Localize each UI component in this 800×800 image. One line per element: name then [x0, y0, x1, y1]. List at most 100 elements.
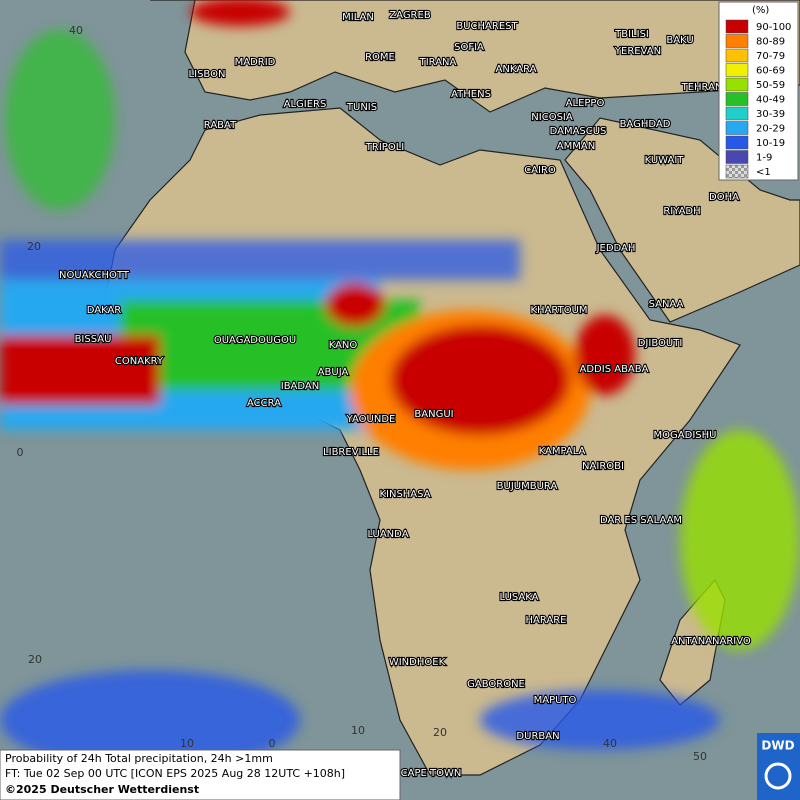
city-label: SANAA — [649, 299, 684, 310]
grid-label: 40 — [603, 737, 617, 750]
grid-label: 50 — [693, 750, 707, 763]
grid-labels: 40 20 0 20 10 0 10 20 40 50 — [17, 24, 708, 763]
city-label: BAKU — [666, 35, 693, 46]
city-label: RIYADH — [663, 206, 700, 217]
city-label: KAMPALA — [539, 446, 586, 457]
city-label: YEREVAN — [614, 46, 661, 57]
grid-label: 0 — [269, 737, 276, 750]
city-label: DAMASCUS — [550, 126, 607, 137]
city-label: ADDIS ABABA — [580, 364, 649, 375]
logo: DWD — [757, 733, 800, 800]
legend-label: 40-49 — [756, 95, 785, 106]
legend-label: 20-29 — [756, 124, 785, 135]
city-label: JEDDAH — [596, 243, 636, 254]
logo-text: DWD — [761, 739, 794, 753]
legend-label: 80-89 — [756, 37, 785, 48]
city-label: LUANDA — [367, 529, 408, 540]
city-label: LUSAKA — [500, 592, 539, 603]
city-label: BUCHAREST — [456, 21, 518, 32]
legend-swatch — [725, 135, 749, 150]
city-label: BISSAU — [75, 334, 112, 345]
city-label: MOGADISHU — [654, 430, 717, 441]
city-label: MADRID — [235, 57, 276, 68]
city-label: RABAT — [204, 120, 237, 131]
footer: Probability of 24h Total precipitation, … — [0, 749, 401, 800]
legend-swatch — [725, 150, 749, 164]
city-label: BUJUMBURA — [497, 481, 558, 492]
city-label: BANGUI — [414, 409, 453, 420]
legend-swatch — [725, 77, 749, 92]
city-label: ANKARA — [496, 64, 537, 75]
legend-label: 10-19 — [756, 138, 785, 149]
legend-swatch — [725, 121, 749, 135]
city-labels: MILAN ZAGREB BUCHAREST TBILISI BAKU MADRID ROM… — [58, 9, 752, 780]
city-label: DOHA — [709, 192, 739, 203]
grid-label: 20 — [27, 240, 41, 253]
city-label: NAIROBI — [582, 461, 624, 472]
legend-swatch — [725, 19, 749, 34]
city-label: MAPUTO — [534, 695, 577, 706]
city-label: DURBAN — [516, 731, 559, 742]
city-label: KINSHASA — [379, 489, 430, 500]
city-label: GABORONE — [467, 679, 525, 690]
grid-label: 10 — [180, 737, 194, 750]
legend-label: 30-39 — [756, 109, 785, 120]
city-label: DJIBOUTI — [638, 338, 683, 349]
footer-copyright: ©2025 Deutscher Wetterdienst — [5, 783, 199, 796]
city-label: DAKAR — [87, 305, 122, 316]
city-label: HARARE — [525, 615, 566, 626]
city-label: WINDHOEK — [389, 657, 446, 668]
city-label: ABUJA — [318, 367, 349, 378]
city-label: ATHENS — [451, 89, 491, 100]
city-label: NOUAKCHOTT — [59, 270, 130, 281]
city-label: NICOSIA — [531, 112, 573, 123]
legend-swatch — [725, 164, 749, 179]
legend-swatch — [725, 34, 749, 48]
footer-forecast: FT: Tue 02 Sep 00 UTC [ICON EPS 2025 Aug… — [5, 767, 345, 780]
grid-label: 20 — [433, 726, 447, 739]
legend-swatch — [725, 63, 749, 77]
legend-items: 90-100 80-89 70-79 60-69 50-59 40-49 30-39 20-2… — [725, 19, 791, 179]
city-label: KUWAIT — [645, 155, 685, 166]
city-label: BAGHDAD — [620, 119, 671, 130]
legend-unit: (%) — [752, 5, 769, 16]
legend-label: 70-79 — [756, 51, 785, 62]
city-label: CONAKRY — [115, 356, 164, 367]
city-label: TIRANA — [419, 57, 457, 68]
legend-swatch — [725, 92, 749, 106]
city-label: OUAGADOUGOU — [214, 335, 296, 346]
legend-label: 90-100 — [756, 22, 791, 33]
legend-swatch — [725, 48, 749, 63]
city-label: TEHRAN — [681, 82, 723, 93]
city-label: CAPE TOWN — [401, 768, 462, 779]
city-label: ROME — [365, 52, 395, 63]
legend: (%) 90-100 80-89 70-79 60-69 50-59 40-49 30-39… — [718, 1, 799, 181]
city-label: MILAN — [342, 12, 374, 23]
city-label: DAR ES SALAAM — [600, 515, 682, 526]
grid-label: 20 — [28, 653, 42, 666]
city-label: ZAGREB — [389, 10, 431, 21]
city-label: TRIPOLI — [365, 142, 404, 153]
footer-title: Probability of 24h Total precipitation, … — [5, 752, 273, 765]
legend-label: <1 — [756, 167, 771, 178]
city-label: AMMAN — [557, 141, 595, 152]
city-label: YAOUNDE — [346, 414, 396, 425]
city-label: TBILISI — [614, 29, 649, 40]
grid-label: 40 — [69, 24, 83, 37]
precipitation — [0, 0, 800, 770]
legend-label: 60-69 — [756, 66, 785, 77]
city-label: LIBREVILLE — [323, 447, 379, 458]
legend-label: 1-9 — [756, 153, 772, 164]
city-label: CAIRO — [524, 165, 556, 176]
grid-label: 10 — [351, 724, 365, 737]
city-label: SOFIA — [454, 42, 484, 53]
grid-label: 0 — [17, 446, 24, 459]
legend-swatch — [725, 106, 749, 121]
city-label: KHARTOUM — [530, 305, 587, 316]
city-label: ALEPPO — [566, 98, 605, 109]
city-label: TUNIS — [346, 102, 377, 113]
city-label: ALGIERS — [284, 99, 327, 110]
city-label: ACCRA — [247, 398, 281, 409]
legend-label: 50-59 — [756, 80, 785, 91]
